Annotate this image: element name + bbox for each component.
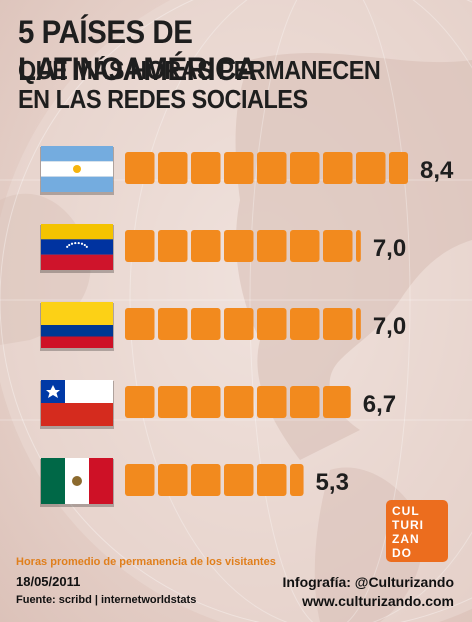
bar-argentina [125, 152, 408, 184]
logo-text-1: CUL [392, 504, 420, 518]
culturizando-logo: CUL TURI ZAN DO [386, 500, 448, 562]
value-label-chile: 6,7 [363, 391, 396, 418]
logo-text-2: TURI [392, 518, 424, 532]
chart-title-line-3: EN LAS REDES SOCIALES [18, 84, 308, 114]
flag-mexico [40, 458, 114, 507]
value-label-mexico: 5,3 [316, 469, 349, 496]
flag-colombia [40, 302, 114, 351]
logo-text-4: DO [392, 546, 412, 560]
value-label-colombia: 7,0 [373, 313, 406, 340]
bar-mexico [125, 464, 304, 496]
chart-title-line-2: QUE MÁS HORAS PERMANECEN [18, 55, 381, 85]
flag-chile [40, 380, 114, 429]
value-label-venezuela: 7,0 [373, 235, 406, 262]
logo-text-3: ZAN [392, 532, 420, 546]
chart-title-line-1: 5 PAÍSES DE LATINOAMÉRICA [18, 14, 257, 87]
flag-venezuela [40, 224, 114, 273]
bar-venezuela [125, 230, 361, 262]
value-label-argentina: 8,4 [420, 157, 454, 184]
source-credit: Fuente: scribd | internetworldstats [16, 594, 197, 606]
website-link[interactable]: www.culturizando.com [302, 593, 454, 609]
bar-chile [125, 386, 351, 418]
publish-date: 18/05/2011 [16, 574, 81, 589]
chart-caption: Horas promedio de permanencia de los vis… [16, 556, 276, 568]
flag-argentina [40, 146, 114, 195]
bar-colombia [125, 308, 361, 340]
author-credit: Infografía: @Culturizando [282, 574, 454, 590]
